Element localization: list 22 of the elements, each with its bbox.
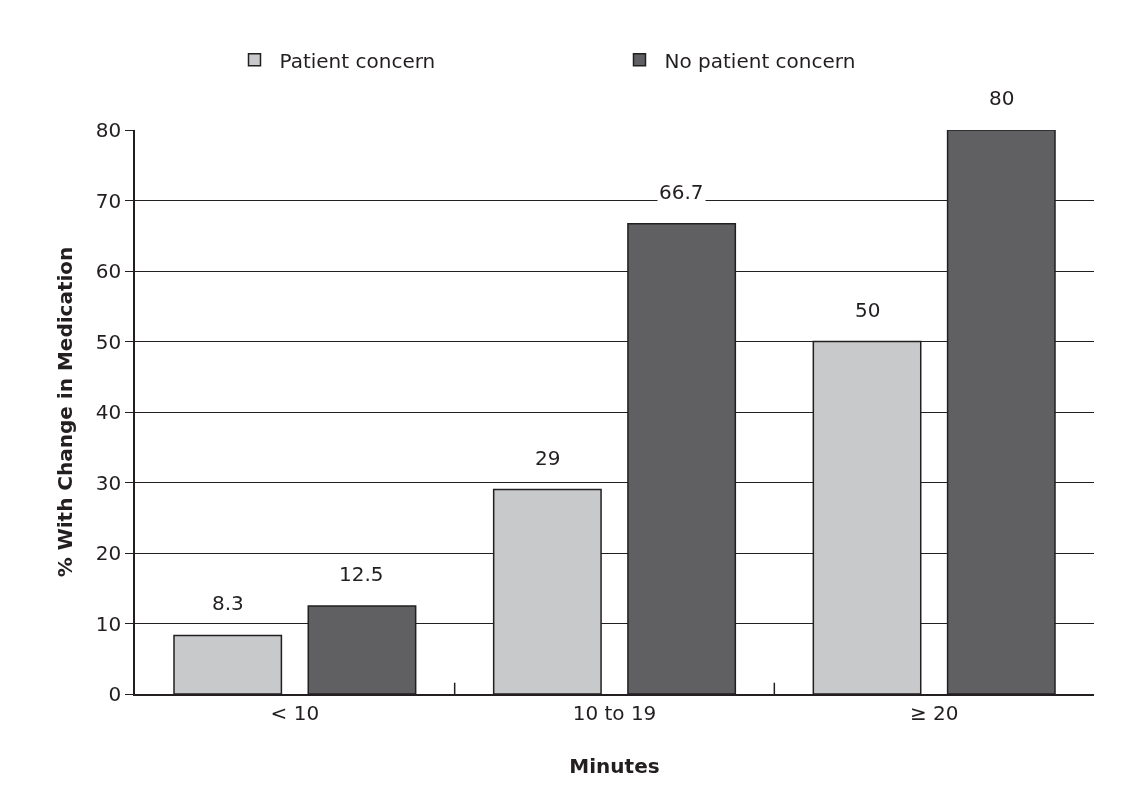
- x-tick-label: ≥ 20: [909, 700, 959, 725]
- y-tick-label: 40: [95, 400, 122, 424]
- y-tick-label: 20: [95, 541, 122, 565]
- legend-label: Patient concern: [279, 48, 436, 73]
- y-tick-label: 60: [95, 259, 122, 283]
- data-label: 12.5: [339, 562, 384, 586]
- legend-label: No patient concern: [664, 48, 856, 73]
- y-tick-label: 0: [108, 682, 122, 706]
- x-tick-label: < 10: [270, 700, 320, 725]
- data-label: 80: [989, 86, 1015, 110]
- data-label: 8.3: [212, 591, 244, 615]
- x-axis-title: Minutes: [569, 753, 660, 778]
- y-tick-label: 70: [95, 188, 122, 213]
- y-axis-title: % With Change in Medication: [52, 246, 77, 578]
- y-tick-label: 10: [95, 611, 122, 636]
- x-tick-label: 10 to 19: [572, 700, 657, 725]
- data-label: 29: [535, 446, 561, 470]
- data-label: 66.7: [659, 180, 704, 204]
- y-tick-label: 30: [95, 470, 122, 495]
- data-label: 50: [855, 298, 881, 322]
- y-tick-label: 50: [95, 329, 122, 354]
- y-tick-label: 80: [95, 118, 122, 142]
